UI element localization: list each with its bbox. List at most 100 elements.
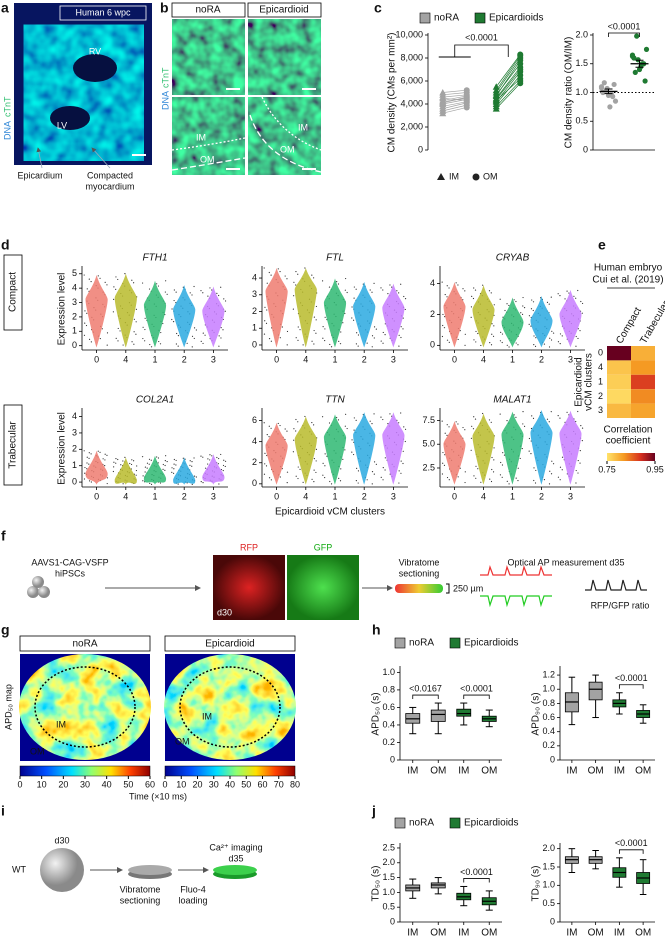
jitter-dot <box>106 344 108 346</box>
jitter-dot <box>313 343 315 345</box>
jitter-dot <box>391 286 393 288</box>
jitter-dot <box>200 340 202 342</box>
y-tick-label: 0 <box>418 144 423 154</box>
y-tick-label: 4 <box>430 278 435 288</box>
jitter-dot <box>222 469 224 472</box>
jitter-dot <box>550 296 552 298</box>
row-label: 1 <box>598 376 603 386</box>
jitter-dot <box>115 457 117 460</box>
jitter-dot <box>324 339 326 342</box>
jitter-dot <box>530 308 533 310</box>
jitter-dot <box>508 483 510 485</box>
jitter-dot <box>404 428 407 430</box>
jitter-dot <box>135 474 137 476</box>
jitter-dot <box>342 322 344 324</box>
jitter-dot <box>146 462 149 464</box>
jitter-dot <box>404 440 406 443</box>
panel-letter: f <box>1 528 6 544</box>
y-tick-label: 4 <box>72 411 77 421</box>
region-label: IM <box>196 132 206 142</box>
jitter-dot <box>321 416 324 418</box>
jitter-dot <box>338 340 340 342</box>
jitter-dot <box>357 345 359 347</box>
y-axis-label: APD₅₀ (s) <box>371 692 382 735</box>
jitter-dot <box>315 305 318 308</box>
jitter-dot <box>286 482 288 484</box>
y-tick-label: 5.0 <box>422 439 435 449</box>
jitter-dot <box>115 462 117 464</box>
jitter-dot <box>172 320 175 323</box>
x-tick-label: 1 <box>332 354 337 364</box>
heatmap-cell <box>631 374 655 390</box>
jitter-dot <box>171 318 173 321</box>
jitter-dot <box>101 328 103 330</box>
jitter-dot <box>455 282 457 284</box>
jitter-dot <box>475 330 477 333</box>
jitter-dot <box>382 479 384 481</box>
jitter-dot <box>86 456 88 458</box>
y-tick-label: 1 <box>252 323 257 333</box>
jitter-dot <box>546 301 549 303</box>
violin <box>173 285 196 348</box>
om-point <box>463 99 470 106</box>
jitter-dot <box>220 286 222 288</box>
panel-letter: c <box>374 0 382 16</box>
jitter-dot <box>535 337 537 339</box>
jitter-dot <box>133 318 135 320</box>
jitter-dot <box>293 439 295 441</box>
jitter-dot <box>193 457 195 459</box>
jitter-dot <box>501 341 503 344</box>
y-axis-label: Epicardioid <box>574 357 585 406</box>
jitter-dot <box>515 300 517 303</box>
y-axis-label: CM density ratio (OM/IM) <box>564 37 575 149</box>
column-header: Epicardioid <box>205 639 254 650</box>
jitter-dot <box>344 312 346 315</box>
y-tick-label: 1.0 <box>382 667 395 677</box>
jitter-dot <box>400 472 402 474</box>
jitter-dot <box>146 467 148 469</box>
legend-swatch <box>419 12 431 24</box>
jitter-dot <box>295 270 297 273</box>
jitter-dot <box>293 281 295 283</box>
jitter-dot <box>382 466 384 469</box>
jitter-dot <box>266 433 268 436</box>
jitter-dot <box>523 425 526 427</box>
x-tick-label: OM <box>481 766 497 777</box>
jitter-dot <box>448 287 450 289</box>
jitter-dot <box>266 309 268 311</box>
region-label: IM <box>298 122 308 132</box>
row-label: 2 <box>598 391 603 401</box>
jitter-dot <box>207 458 209 460</box>
jitter-dot <box>517 479 519 482</box>
legend-label: Epicardioids <box>464 638 518 649</box>
jitter-dot <box>580 300 582 303</box>
jitter-dot <box>550 339 553 341</box>
x-tick-label: 3 <box>211 491 216 501</box>
jitter-dot <box>503 454 506 456</box>
jitter-dot <box>286 430 288 432</box>
column-header: Epicardioid <box>259 5 308 16</box>
jitter-dot <box>297 339 299 341</box>
jitter-dot <box>329 480 331 483</box>
jitter-dot <box>173 289 175 291</box>
jitter-dot <box>321 280 324 282</box>
jitter-dot <box>515 342 517 344</box>
jitter-dot <box>115 276 117 278</box>
diagram-label: WT <box>12 864 26 874</box>
jitter-dot <box>131 341 133 343</box>
x-tick-label: IM <box>614 766 625 777</box>
legend-swatch <box>394 637 406 649</box>
jitter-dot <box>345 277 347 280</box>
x-tick-label: 3 <box>568 354 573 364</box>
jitter-dot <box>493 304 495 306</box>
heatmap-cell <box>631 403 655 418</box>
jitter-dot <box>579 449 581 452</box>
y-tick-label: 0 <box>550 754 555 764</box>
x-tick-label: OM <box>635 928 651 939</box>
jitter-dot <box>521 313 524 316</box>
jitter-dot <box>373 413 375 415</box>
violin <box>559 410 582 485</box>
y-tick-label: 2 <box>430 309 435 319</box>
x-tick-label: OM <box>588 766 604 777</box>
column-label: Trabecular <box>638 299 665 346</box>
